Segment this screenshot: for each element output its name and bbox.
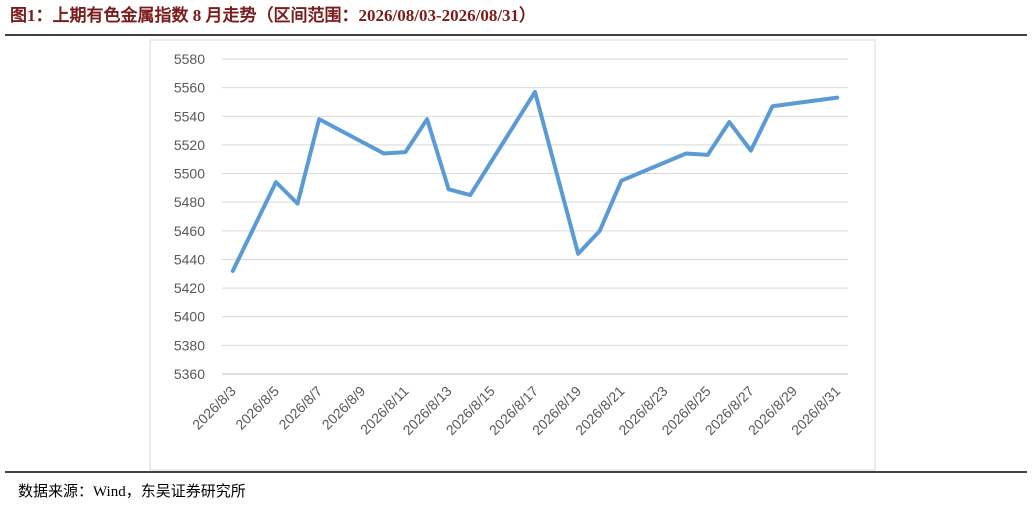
y-tick-label: 5420 — [174, 280, 205, 296]
y-tick-label: 5560 — [174, 80, 205, 96]
y-tick-label: 5580 — [174, 51, 205, 67]
y-tick-label: 5360 — [174, 366, 205, 382]
chart-frame — [149, 39, 876, 471]
source-note: 数据来源：Wind，东吴证券研究所 — [18, 483, 246, 500]
y-tick-label: 5380 — [174, 337, 205, 353]
y-tick-label: 5400 — [174, 309, 205, 325]
y-tick-label: 5520 — [174, 137, 205, 153]
y-tick-label: 5540 — [174, 108, 205, 124]
y-tick-label: 5500 — [174, 166, 205, 182]
y-tick-label: 5460 — [174, 223, 205, 239]
y-tick-label: 5440 — [174, 251, 205, 267]
data-line — [230, 89, 840, 273]
figure-title: 图1：上期有色金属指数 8 月走势（区间范围：2026/08/03-2026/0… — [10, 5, 536, 25]
y-tick-label: 5480 — [174, 194, 205, 210]
plot: 5360 5380 5400 5420 5440 5460 5480 5500 5520 5540… — [174, 51, 848, 438]
